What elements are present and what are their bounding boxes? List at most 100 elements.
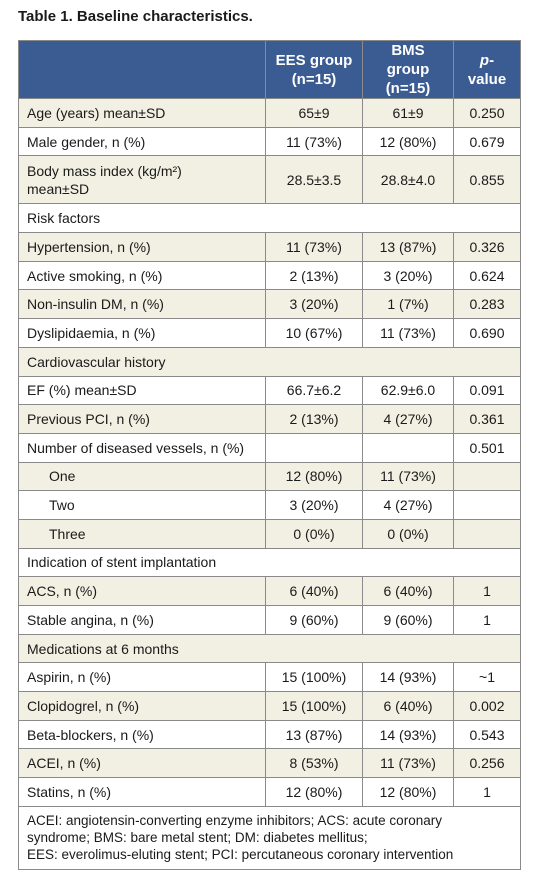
- value-cell: 15 (100%): [265, 691, 363, 721]
- label-cell: ACEI, n (%): [18, 748, 266, 779]
- value-cell: 0 (0%): [362, 518, 454, 549]
- label-cell: EF (%) mean±SD: [18, 375, 266, 406]
- data-row: Clopidogrel, n (%) 15 (100%) 6 (40%) 0.002: [18, 691, 521, 721]
- value-cell: 3 (20%): [362, 260, 454, 291]
- empty-cell: [453, 490, 521, 520]
- value-cell: 0.283: [453, 289, 521, 320]
- value-cell: 4 (27%): [362, 490, 454, 520]
- value-cell: 65±9: [265, 98, 363, 128]
- empty-cell: [453, 518, 521, 549]
- data-row: Aspirin, n (%) 15 (100%) 14 (93%) ~1: [18, 662, 521, 693]
- data-row: Two 3 (20%) 4 (27%): [18, 490, 521, 520]
- label-cell: Beta-blockers, n (%): [18, 719, 266, 750]
- label-cell: Number of diseased vessels, n (%): [18, 432, 266, 463]
- empty-cell: [362, 432, 454, 463]
- data-row: Three 0 (0%) 0 (0%): [18, 518, 521, 549]
- data-row: Non-insulin DM, n (%) 3 (20%) 1 (7%) 0.283: [18, 289, 521, 320]
- value-cell: 6 (40%): [362, 691, 454, 721]
- footnote-line: EES: everolimus-eluting stent; PCI: perc…: [27, 846, 454, 862]
- label-cell: Clopidogrel, n (%): [18, 691, 266, 721]
- data-row: Age (years) mean±SD 65±9 61±9 0.250: [18, 98, 521, 128]
- section-cell: Medications at 6 months: [18, 633, 521, 664]
- label-cell: ACS, n (%): [18, 576, 266, 606]
- value-cell: 13 (87%): [265, 719, 363, 750]
- value-cell: ~1: [453, 662, 521, 693]
- data-row: Stable angina, n (%) 9 (60%) 9 (60%) 1: [18, 605, 521, 635]
- section-row: Cardiovascular history: [18, 346, 521, 377]
- footnote-row: ACEI: angiotensin-converting enzyme inhi…: [18, 805, 521, 870]
- value-cell: 61±9: [362, 98, 454, 128]
- empty-cell: [453, 461, 521, 492]
- data-row: Beta-blockers, n (%) 13 (87%) 14 (93%) 0.54…: [18, 719, 521, 750]
- footnote: ACEI: angiotensin-converting enzyme inhi…: [18, 805, 521, 870]
- label-cell: Body mass index (kg/m²) mean±SD: [18, 155, 266, 205]
- value-cell: 1: [453, 576, 521, 606]
- data-row: One 12 (80%) 11 (73%): [18, 461, 521, 492]
- value-cell: 10 (67%): [265, 318, 363, 348]
- header-cell: BMS group (n=15): [362, 40, 454, 99]
- header-row: EES group (n=15) BMS group (n=15) p-value: [18, 40, 521, 99]
- value-cell: 11 (73%): [265, 232, 363, 262]
- value-cell: 0.543: [453, 719, 521, 750]
- value-cell: 1: [453, 777, 521, 807]
- value-cell: 12 (80%): [362, 126, 454, 157]
- label-line: mean±SD: [27, 180, 90, 197]
- value-cell: 0.624: [453, 260, 521, 291]
- section-row: Indication of stent implantation: [18, 547, 521, 578]
- label-cell: Previous PCI, n (%): [18, 404, 266, 434]
- section-row: Risk factors: [18, 203, 521, 234]
- section-cell: Indication of stent implantation: [18, 547, 521, 578]
- header-cell: [18, 40, 266, 99]
- label-cell: Age (years) mean±SD: [18, 98, 266, 128]
- value-cell: 11 (73%): [362, 318, 454, 348]
- label-cell: One: [18, 461, 266, 492]
- value-cell: 11 (73%): [362, 461, 454, 492]
- value-cell: 28.5±3.5: [265, 155, 363, 205]
- value-cell: 6 (40%): [265, 576, 363, 606]
- value-cell: 0.501: [453, 432, 521, 463]
- value-cell: 8 (53%): [265, 748, 363, 779]
- value-cell: 0.690: [453, 318, 521, 348]
- section-cell: Cardiovascular history: [18, 346, 521, 377]
- value-cell: 12 (80%): [265, 461, 363, 492]
- value-cell: 0 (0%): [265, 518, 363, 549]
- value-cell: 28.8±4.0: [362, 155, 454, 205]
- table-title: Table 1. Baseline characteristics.: [18, 8, 253, 25]
- value-cell: 15 (100%): [265, 662, 363, 693]
- label-cell: Dyslipidaemia, n (%): [18, 318, 266, 348]
- header-cell: p-value: [453, 40, 521, 99]
- value-cell: 9 (60%): [265, 605, 363, 635]
- data-row: Active smoking, n (%) 2 (13%) 3 (20%) 0.624: [18, 260, 521, 291]
- label-cell: Active smoking, n (%): [18, 260, 266, 291]
- value-cell: 62.9±6.0: [362, 375, 454, 406]
- value-cell: 11 (73%): [265, 126, 363, 157]
- data-row: Dyslipidaemia, n (%) 10 (67%) 11 (73%) 0.69…: [18, 318, 521, 348]
- value-cell: 1 (7%): [362, 289, 454, 320]
- value-cell: 0.361: [453, 404, 521, 434]
- header-cell: EES group (n=15): [265, 40, 363, 99]
- label-cell: Non-insulin DM, n (%): [18, 289, 266, 320]
- table: EES group (n=15) BMS group (n=15) p-value …: [18, 40, 521, 870]
- data-row: Male gender, n (%) 11 (73%) 12 (80%) 0.679: [18, 126, 521, 157]
- value-cell: 66.7±6.2: [265, 375, 363, 406]
- value-cell: 12 (80%): [362, 777, 454, 807]
- value-cell: 3 (20%): [265, 289, 363, 320]
- value-cell: 0.326: [453, 232, 521, 262]
- label-cell: Aspirin, n (%): [18, 662, 266, 693]
- value-cell: 4 (27%): [362, 404, 454, 434]
- footnote-line: syndrome; BMS: bare metal stent; DM: dia…: [27, 829, 368, 845]
- value-cell: 11 (73%): [362, 748, 454, 779]
- value-cell: 14 (93%): [362, 719, 454, 750]
- value-cell: 2 (13%): [265, 260, 363, 291]
- value-cell: 0.855: [453, 155, 521, 205]
- header-line: EES group: [275, 51, 353, 69]
- value-cell: 3 (20%): [265, 490, 363, 520]
- label-cell: Hypertension, n (%): [18, 232, 266, 262]
- value-cell: 13 (87%): [362, 232, 454, 262]
- label-cell: Male gender, n (%): [18, 126, 266, 157]
- value-cell: 12 (80%): [265, 777, 363, 807]
- header-italic: p: [479, 51, 490, 69]
- data-row: Hypertension, n (%) 11 (73%) 13 (87%) 0.326: [18, 232, 521, 262]
- header-text: -value: [467, 51, 507, 88]
